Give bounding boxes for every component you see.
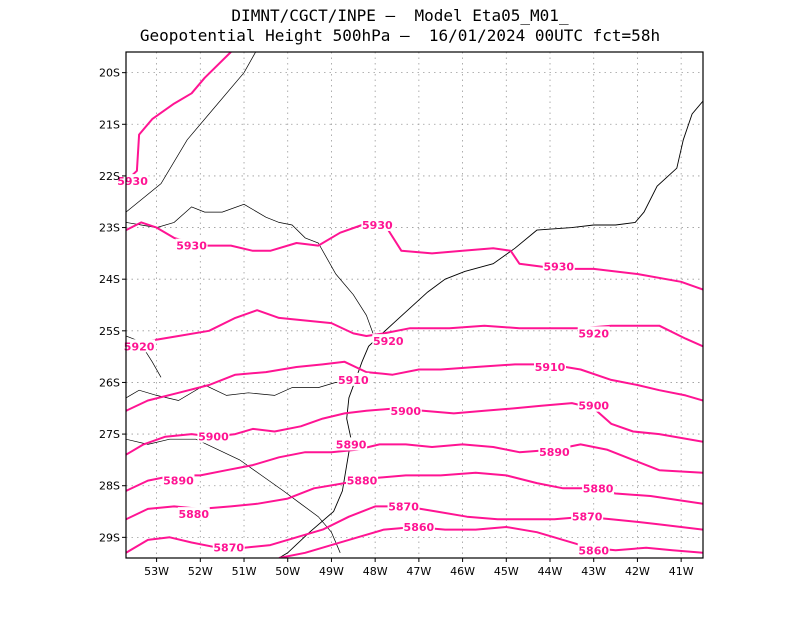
map-title-line-1: DIMNT/CGCT/INPE – Model Eta05_M01_	[231, 6, 569, 25]
contour-label-bg	[162, 473, 195, 487]
lat-tick-label: 24S	[99, 273, 120, 286]
lat-tick-label: 23S	[99, 222, 120, 235]
contour-label-bg	[402, 520, 435, 534]
contour-label: 5910	[338, 374, 369, 387]
contour-label: 5890	[163, 475, 194, 488]
lat-tick-label: 25S	[99, 325, 120, 338]
contour-label: 5920	[373, 335, 404, 348]
contour-label: 5930	[543, 260, 574, 273]
contour-line-5940	[126, 52, 232, 182]
lon-tick-label: 42W	[625, 565, 650, 578]
lat-tick-label: 27S	[99, 428, 120, 441]
contour-label: 5870	[388, 500, 419, 513]
contour-label: 5910	[535, 361, 566, 374]
contour-label: 5900	[198, 431, 229, 444]
lon-tick-label: 41W	[669, 565, 694, 578]
contour-label-bg	[577, 326, 610, 340]
contour-label: 5890	[539, 446, 570, 459]
lat-tick-label: 26S	[99, 376, 120, 389]
state-border	[126, 438, 341, 553]
state-border	[126, 203, 374, 334]
contour-label: 5870	[213, 542, 244, 555]
contour-label-bg	[534, 359, 567, 373]
contour-label: 5860	[404, 521, 435, 534]
geography-layer	[126, 52, 703, 558]
state-border	[126, 52, 257, 213]
contour-line-5860	[278, 526, 703, 558]
contour-label-bg	[542, 259, 575, 273]
lat-tick-label: 22S	[99, 170, 120, 183]
contour-label: 5920	[124, 340, 155, 353]
coastline	[278, 100, 703, 558]
contour-label-bg	[337, 372, 370, 386]
contour-label-bg	[197, 429, 230, 443]
contour-label: 5880	[178, 508, 209, 521]
axis-ticks: 20S 21S 22S 23S 24S 25S 26S 27S 28S 29S 53W 52W 51W 5…	[99, 67, 694, 578]
contour-label-bg	[346, 473, 379, 487]
contour-label-bg	[116, 174, 149, 188]
plot-frame	[125, 51, 704, 559]
lon-tick-label: 53W	[144, 565, 169, 578]
contour-label-bg	[372, 334, 405, 348]
contour-label: 5900	[578, 400, 609, 413]
map-title-line-2: Geopotential Height 500hPa – 16/01/2024 …	[139, 26, 661, 45]
contour-label-bg	[577, 543, 610, 557]
lat-tick-label: 20S	[99, 67, 120, 80]
contour-label: 5920	[578, 327, 609, 340]
lon-tick-label: 46W	[450, 565, 475, 578]
contour-label: 5880	[347, 475, 378, 488]
lon-tick-label: 51W	[232, 565, 257, 578]
contour-label: 5890	[336, 438, 367, 451]
lon-tick-label: 49W	[319, 565, 344, 578]
lon-tick-label: 44W	[538, 565, 563, 578]
lon-tick-label: 47W	[406, 565, 431, 578]
contour-label-bg	[212, 540, 245, 554]
contour-label: 5930	[362, 219, 393, 232]
contour-label-bg	[387, 499, 420, 513]
contour-label-bg	[175, 238, 208, 252]
contour-layer	[126, 52, 703, 558]
contour-label-bg	[538, 445, 571, 459]
lon-tick-label: 43W	[581, 565, 606, 578]
grid-lines	[126, 52, 703, 558]
contour-label: 5930	[176, 240, 207, 253]
contour-label: 5860	[578, 544, 609, 557]
contour-label: 5880	[583, 482, 614, 495]
contour-line-5920	[126, 309, 703, 353]
contour-label-bg	[577, 398, 610, 412]
state-border	[126, 382, 349, 401]
lon-tick-label: 45W	[494, 565, 519, 578]
lon-tick-label: 52W	[188, 565, 213, 578]
contour-label: 5930	[117, 175, 148, 188]
contour-label-bg	[389, 403, 422, 417]
contour-label-bg	[335, 437, 368, 451]
contour-label-bg	[177, 507, 210, 521]
contour-label: 5900	[390, 405, 421, 418]
contour-label-layer: 5930 5930 5930 5930 5920 5920 5920 5910 5910 5900…	[116, 174, 615, 557]
contour-line-5910	[126, 360, 703, 412]
contour-label-bg	[361, 217, 394, 231]
lat-tick-label: 29S	[99, 531, 120, 544]
lat-tick-label: 21S	[99, 118, 120, 131]
contour-line-5890	[126, 443, 703, 492]
contour-label-bg	[123, 339, 156, 353]
lon-tick-label: 50W	[275, 565, 300, 578]
contour-label-bg	[582, 481, 615, 495]
contour-label: 5870	[572, 511, 603, 524]
contour-label-bg	[571, 509, 604, 523]
lon-tick-label: 48W	[363, 565, 388, 578]
lat-tick-label: 28S	[99, 480, 120, 493]
